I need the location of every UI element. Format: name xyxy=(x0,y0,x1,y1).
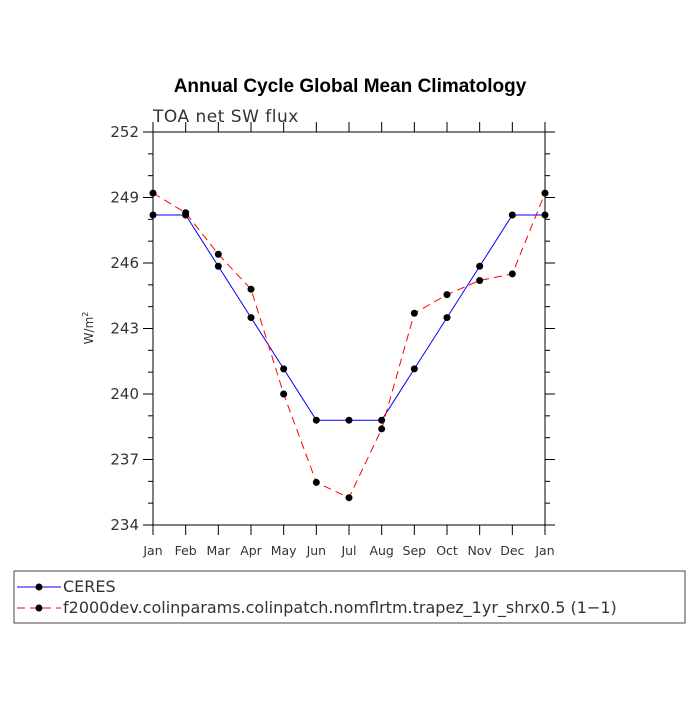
y-tick-label: 240 xyxy=(110,385,139,403)
series-1-point xyxy=(541,211,549,219)
series-2-point xyxy=(345,494,353,502)
series-1-point xyxy=(378,416,386,424)
legend-marker-2 xyxy=(35,604,43,612)
x-tick-label: Nov xyxy=(467,543,492,558)
y-axis-label-unit: W/m xyxy=(82,317,96,345)
series-2-point xyxy=(378,425,386,433)
x-tick-label: Dec xyxy=(500,543,524,558)
x-tick-label: Sep xyxy=(403,543,427,558)
x-tick-label: Oct xyxy=(436,543,458,558)
series-1-point xyxy=(410,365,418,373)
series-2-point xyxy=(476,276,484,284)
axis-ticks xyxy=(143,122,555,535)
y-axis-label: W/m2 xyxy=(81,312,96,345)
legend-box xyxy=(13,570,686,624)
series-1-point xyxy=(247,314,255,322)
y-tick-label: 237 xyxy=(110,451,139,469)
series-1-point xyxy=(149,211,157,219)
x-tick-label: Apr xyxy=(240,543,262,558)
legend-marker-1 xyxy=(35,583,43,591)
chart-title: Annual Cycle Global Mean Climatology xyxy=(174,76,527,97)
y-tick-label: 243 xyxy=(110,320,139,338)
chart-subtitle: TOA net SW flux xyxy=(152,107,299,127)
series-2-point xyxy=(214,250,222,258)
y-axis-label-superscript: 2 xyxy=(81,312,90,317)
series-2-point xyxy=(312,478,320,486)
y-tick-label: 234 xyxy=(110,516,139,534)
x-tick-label: Jan xyxy=(142,543,162,558)
series-2-point xyxy=(280,390,288,398)
series-1-point xyxy=(508,211,516,219)
y-tick-label: 249 xyxy=(110,189,139,207)
plot-frame xyxy=(152,131,546,526)
x-tick-label: Jun xyxy=(306,543,327,558)
x-tick-labels: Jan Feb Mar Apr May Jun Jul Aug Sep Oct Nov Dec Jan xyxy=(142,543,554,558)
x-tick-label: Feb xyxy=(175,543,197,558)
series-2-point xyxy=(247,285,255,293)
legend-label-1: CERES xyxy=(63,577,116,596)
series-2-point xyxy=(410,309,418,317)
x-tick-label: Mar xyxy=(207,543,231,558)
legend: CERES f2000dev.colinparams.colinpatch.nom… xyxy=(17,577,617,618)
series-line-2 xyxy=(152,192,546,499)
series-2-point xyxy=(541,189,549,197)
series-2-point xyxy=(149,189,157,197)
x-tick-label: Jan xyxy=(534,543,554,558)
series-2-point xyxy=(508,270,516,278)
y-tick-label: 246 xyxy=(110,254,139,272)
x-tick-label: May xyxy=(271,543,297,558)
series-1-point xyxy=(214,262,222,270)
series-2-point xyxy=(443,291,451,299)
y-tick-label: 252 xyxy=(110,123,139,141)
series-1-point xyxy=(312,416,320,424)
series-1-point xyxy=(476,262,484,270)
x-tick-label: Jul xyxy=(340,543,356,558)
legend-label-2: f2000dev.colinparams.colinpatch.nomflrtm… xyxy=(63,598,617,618)
series-layer xyxy=(149,189,549,502)
series-2-point xyxy=(182,209,190,217)
series-1-point xyxy=(345,416,353,424)
series-1-point xyxy=(443,314,451,322)
y-tick-labels: 234 237 240 243 246 249 252 xyxy=(110,123,139,534)
x-tick-label: Aug xyxy=(369,543,393,558)
series-1-point xyxy=(280,365,288,373)
